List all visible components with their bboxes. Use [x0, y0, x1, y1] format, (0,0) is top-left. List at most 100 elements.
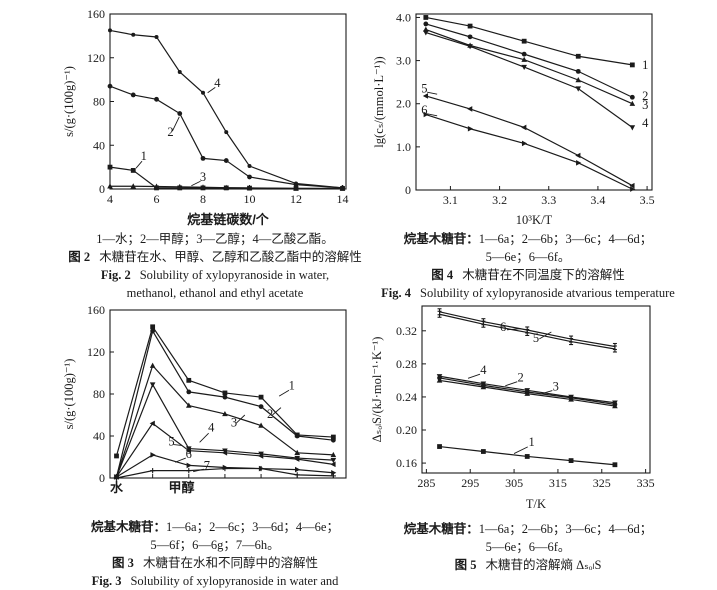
fig2-xtick-label: 10 — [244, 192, 256, 206]
figure-3-caption-en: Fig. 3 Solubility of xylopyranoside in wa… — [58, 572, 372, 590]
figure-4-title-en-line1: Solubility of xylopyranoside atvarious t… — [420, 286, 675, 300]
fig4-series-5 — [422, 93, 635, 189]
fig4-xtick-label: 3.3 — [541, 193, 556, 207]
fig5-x-axis-label: T/K — [526, 497, 546, 511]
figure-2-series-legend: 1—水；2—甲醇；3—乙醇；4—乙酸乙酯。 — [58, 230, 372, 248]
fig5-y-axis-label: ΔₛₒₗS/(kJ·mol⁻¹·K⁻¹) — [370, 337, 384, 443]
fig3-series-7 — [113, 465, 336, 481]
fig5-axes: 285 295 305 315 325 3350.160.200.240.280.32T/… — [370, 305, 655, 511]
figure-5-caption-cn: 图 5 木糖苷的溶解熵 ΔₛₒₗS — [362, 556, 694, 574]
fig3-series-1 — [114, 324, 336, 459]
fig2-curve-label-4: 4 — [214, 76, 221, 90]
fig2-xtick-label: 6 — [154, 192, 160, 206]
fig5-ytick-label: 0.20 — [396, 423, 417, 437]
fig2-xtick-label: 8 — [200, 192, 206, 206]
fig2-xtick-label: 14 — [337, 192, 349, 206]
figure-3-title-en-line1: Solubility of xylopyranoside in water an… — [130, 574, 339, 588]
figure-2-block: 4 6 8 10 12 14 0 40 80 120 160 烷基链碳数/个 s/(g·(100g)⁻¹… — [58, 6, 372, 302]
figure-4-legend-line1: 1—6a；2—6b；3—6c；4—6d； — [478, 232, 653, 246]
figure-5-series-legend-2: 5—6e；6—6f。 — [485, 540, 571, 554]
figure-3-label-cn: 图 3 — [112, 556, 134, 570]
fig3-ytick-label: 80 — [93, 387, 105, 401]
figure-3-series-legend: 烷基木糖苷：1—6a；2—6c；3—6d；4—6e； — [58, 518, 372, 536]
fig3-series-3 — [113, 362, 337, 480]
fig2-ytick-label: 80 — [93, 95, 105, 109]
fig2-axes: 4 6 8 10 12 1404080120160烷基链碳数/个s/(g·(100g)⁻¹… — [62, 7, 349, 227]
fig5-series-6 — [437, 308, 617, 351]
figure-4-label-cn: 图 4 — [431, 268, 454, 282]
figure-2-title-en-line1: Solubility of xylopyranoside in water, — [139, 268, 330, 282]
fig4-curve-label-4: 4 — [642, 116, 649, 130]
fig5-series-4 — [436, 374, 618, 406]
fig5-ytick-label: 0.32 — [396, 324, 417, 338]
fig2-ytick-label: 0 — [99, 182, 105, 196]
figure-4-caption-cn: 图 4 木糖苷在不同温度下的溶解性 — [362, 266, 694, 284]
fig5-curve-label-3: 3 — [553, 380, 559, 394]
fig2-series-4 — [108, 28, 345, 190]
fig4-xtick-label: 3.1 — [443, 193, 458, 207]
figure-2-caption-en-2: methanol, ethanol and ethyl acetate — [126, 286, 304, 300]
fig2-ytick-label: 160 — [87, 7, 105, 21]
figure-3-label-en: Fig. 3 — [91, 574, 122, 588]
figure-5-legend-prefix: 烷基木糖苷： — [403, 522, 479, 536]
figure-3-legend-line1: 1—6a；2—6c；3—6d；4—6e； — [166, 520, 339, 534]
fig2-ytick-label: 120 — [87, 51, 105, 65]
fig2-ytick-label: 40 — [93, 138, 105, 152]
figure-4-series-legend: 烷基木糖苷：1—6a；2—6b；3—6c；4—6d； — [362, 230, 694, 248]
fig5-xtick-label: 335 — [637, 476, 655, 490]
fig5-curve-label-5: 5 — [533, 331, 539, 345]
fig3-ytick-label: 160 — [87, 303, 105, 317]
figure-4-chart: 3.1 3.2 3.3 3.4 3.5 0 1.0 2.0 3.0 4.0 10³K/T lg(cₛ/… — [372, 10, 655, 227]
fig3-curve-number-labels: 1 2 3 4 567 — [168, 379, 295, 473]
fig2-y-axis-label: s/(g·(100g)⁻¹) — [62, 66, 76, 137]
fig5-xtick-label: 295 — [461, 476, 479, 490]
fig4-xtick-label: 3.4 — [590, 193, 605, 207]
fig5-xtick-label: 305 — [505, 476, 523, 490]
fig2-curve-label-1: 1 — [141, 149, 147, 163]
fig5-ytick-label: 0.16 — [396, 456, 417, 470]
fig5-curve-label-4: 4 — [480, 363, 487, 377]
fig3-axes: 水 甲醇 0 40 80 120 160 s/(g·(100g)⁻¹) — [62, 303, 347, 495]
fig5-plot-border — [421, 305, 651, 474]
fig4-series-1 — [423, 15, 635, 68]
fig4-series-4 — [423, 30, 636, 131]
fig4-series-6 — [423, 111, 636, 192]
fig4-curve-label-1: 1 — [642, 58, 648, 72]
figure-5-legend-line1: 1—6a；2—6b；3—6c；4—6d； — [478, 522, 653, 536]
figure-5-block: 285 295 305 315 325 335 0.16 0.20 0.24 0.28 0.32 T/… — [362, 300, 694, 574]
fig2-curve-label-3: 3 — [200, 170, 206, 184]
fig4-curve-label-5: 5 — [421, 82, 427, 96]
figure-3-series-legend-2: 5—6f；6—6g；7—6h。 — [150, 538, 280, 552]
fig5-series-1 — [437, 444, 618, 468]
fig3-curve-label-7: 7 — [204, 458, 210, 472]
fig5-xtick-label: 285 — [417, 476, 435, 490]
figure-5-label-cn: 图 5 — [454, 558, 477, 572]
fig5-curve-label-2: 2 — [518, 371, 524, 385]
figure-3-caption-cn: 图 3 木糖苷在水和不同醇中的溶解性 — [58, 554, 372, 572]
figure-4-caption-en: Fig. 4 Solubility of xylopyranoside atvar… — [362, 284, 694, 302]
fig5-ytick-label: 0.28 — [396, 357, 417, 371]
fig5-ytick-label: 0.24 — [396, 390, 417, 404]
fig4-ytick-label: 0 — [405, 183, 411, 197]
fig3-xtick-label: 水 — [110, 480, 124, 495]
fig4-y-axis-label: lg(cₛ/(mmol·L⁻¹)) — [372, 56, 386, 147]
figure-2-chart: 4 6 8 10 12 1404080120160烷基链碳数/个s/(g·(100g)⁻¹… — [62, 7, 349, 227]
figure-3-block: 水 甲醇 0 40 80 120 160 s/(g·(100g)⁻¹) 1 2 3 4 5 6 7 烷基木糖… — [58, 302, 372, 590]
fig4-curve-label-6: 6 — [421, 103, 427, 117]
figure-5-chart: 285 295 305 315 325 3350.160.200.240.280.32T/… — [370, 305, 655, 511]
fig4-ytick-label: 1.0 — [396, 140, 411, 154]
fig5-curve-label-1: 1 — [528, 435, 534, 449]
fig3-curve-label-5: 5 — [168, 434, 174, 448]
fig2-curve-label-2: 2 — [167, 125, 173, 139]
fig4-curve-label-2: 2 — [642, 89, 648, 103]
figure-2-label-en: Fig. 2 — [100, 268, 131, 282]
figure-5-series-legend: 烷基木糖苷：1—6a；2—6b；3—6c；4—6d； — [362, 520, 694, 538]
figure-2-caption-cn: 图 2 木糖苷在水、甲醇、乙醇和乙酸乙酯中的溶解性 — [58, 248, 372, 266]
fig4-xtick-label: 3.5 — [640, 193, 655, 207]
fig4-axes: 3.1 3.2 3.3 3.4 3.5 0 1.0 2.0 3.0 4.0 10³K/T lg(cₛ/… — [372, 10, 655, 227]
fig4-ytick-label: 3.0 — [396, 54, 411, 68]
figure-2-legend-line1: 1—水；2—甲醇；3—乙醇；4—乙酸乙酯。 — [96, 232, 334, 246]
fig4-series-2 — [423, 21, 635, 100]
